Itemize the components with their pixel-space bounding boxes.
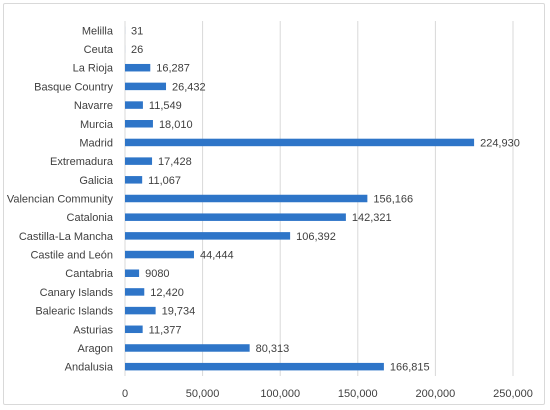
x-tick-label: 200,000 <box>416 388 456 400</box>
data-label: 26,432 <box>172 81 206 93</box>
bar <box>125 101 143 109</box>
bar <box>125 176 143 184</box>
data-label: 19,734 <box>162 306 196 318</box>
data-label: 17,428 <box>158 156 192 168</box>
x-tick-label: 0 <box>122 388 128 400</box>
data-label: 11,067 <box>148 175 181 187</box>
bars <box>125 26 475 371</box>
category-label: Asturias <box>73 324 113 336</box>
bar <box>125 269 140 277</box>
bar <box>125 288 145 296</box>
bar <box>125 138 475 147</box>
data-label: 11,549 <box>149 100 182 112</box>
category-label: La Rioja <box>73 63 114 75</box>
category-label: Cantabria <box>65 268 114 280</box>
category-label: Galicia <box>79 175 114 187</box>
category-label: Castilla-La Mancha <box>19 231 114 243</box>
category-label: Valencian Community <box>7 194 114 206</box>
category-label: Andalusia <box>65 362 114 374</box>
data-label: 142,321 <box>352 212 392 224</box>
data-label: 26 <box>131 44 143 56</box>
category-label: Extremadura <box>50 156 114 168</box>
data-label: 156,166 <box>373 194 413 206</box>
data-label: 16,287 <box>156 63 190 75</box>
x-tick-label: 150,000 <box>338 388 378 400</box>
data-label: 31 <box>131 25 143 37</box>
category-label: Balearic Islands <box>35 306 113 318</box>
bar <box>125 157 153 165</box>
category-label: Castile and León <box>30 250 113 262</box>
x-axis-tick-labels: 0 50,000 100,000 150,000 200,000 250,000 <box>122 388 533 400</box>
bar <box>125 325 143 334</box>
data-label: 18,010 <box>159 119 193 131</box>
bar <box>125 232 291 240</box>
bar <box>125 362 384 371</box>
category-label: Catalonia <box>67 212 114 224</box>
data-label: 9080 <box>145 268 169 280</box>
bar <box>125 213 346 221</box>
gridlines <box>124 21 514 376</box>
category-label: Madrid <box>79 137 113 149</box>
category-label: Basque Country <box>34 81 113 93</box>
category-label: Canary Islands <box>40 287 114 299</box>
bar <box>125 344 250 352</box>
x-tick-label: 50,000 <box>186 388 220 400</box>
value-labels: 31 26 16,287 26,432 11,549 18,010 224,930 17,42… <box>131 25 520 373</box>
category-label: Murcia <box>80 119 114 131</box>
bar <box>125 63 151 72</box>
data-label: 12,420 <box>150 287 184 299</box>
data-label: 80,313 <box>256 343 290 355</box>
category-label: Aragon <box>78 343 113 355</box>
bar <box>125 120 153 128</box>
x-tick-label: 250,000 <box>493 388 533 400</box>
bar <box>125 194 368 203</box>
category-label: Melilla <box>82 25 114 37</box>
chart-frame <box>3 3 545 405</box>
x-tick-label: 100,000 <box>260 388 300 400</box>
data-label: 224,930 <box>480 137 520 149</box>
bar <box>125 306 156 315</box>
category-labels: Melilla Ceuta La Rioja Basque Country Navarr… <box>7 25 114 373</box>
data-label: 44,444 <box>200 250 234 262</box>
data-label: 166,815 <box>390 362 430 374</box>
bar <box>125 82 167 91</box>
category-label: Navarre <box>74 100 113 112</box>
data-label: 106,392 <box>296 231 336 243</box>
category-label: Ceuta <box>84 44 114 56</box>
data-label: 11,377 <box>149 324 182 336</box>
bar <box>125 250 194 259</box>
